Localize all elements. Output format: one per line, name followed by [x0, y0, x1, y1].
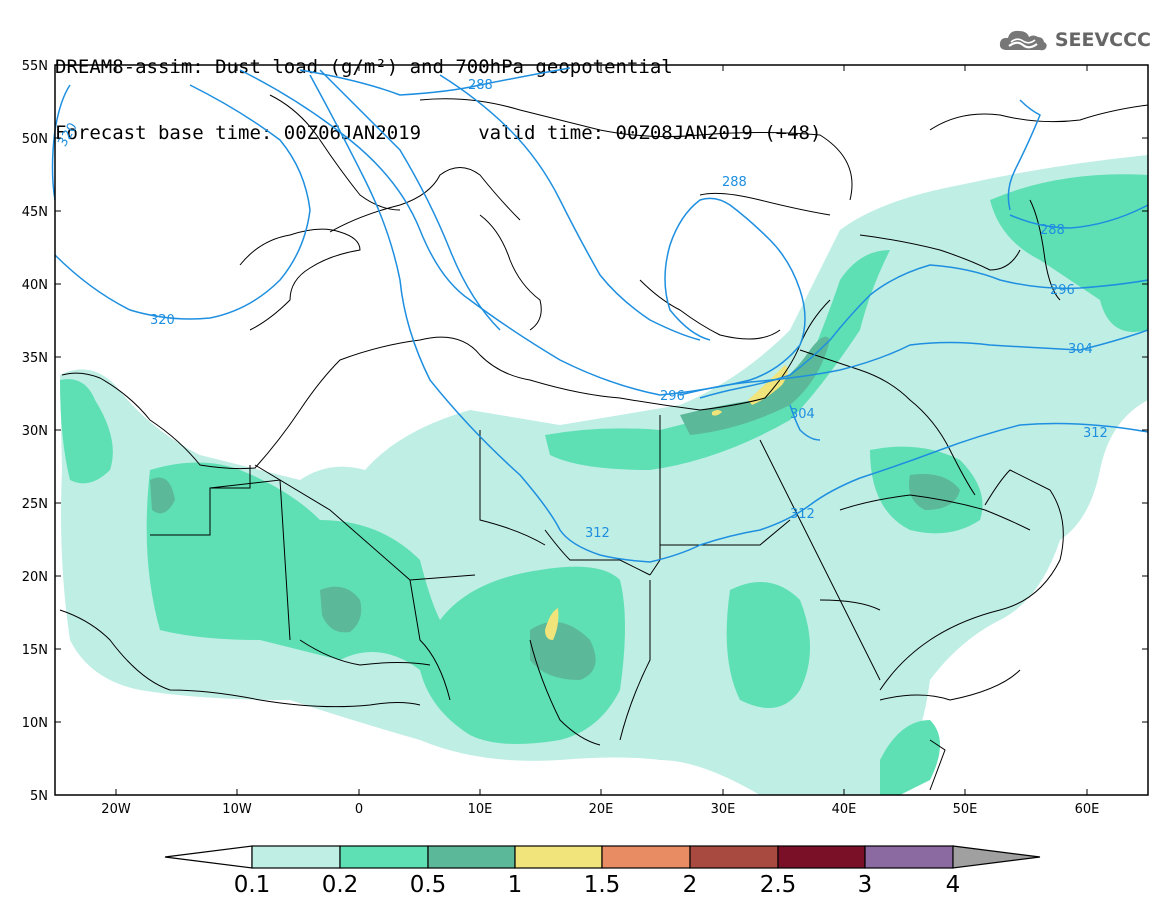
colorbar-label: 0.2: [322, 872, 359, 898]
colorbar-label: 1: [508, 872, 523, 898]
lat-label: 20N: [22, 570, 48, 585]
contour-label-312-sahara: 312: [585, 526, 610, 541]
lon-label: 60E: [1075, 802, 1100, 817]
longitude-labels: 20W 10W 0 10E 20E 30E 40E 50E 60E: [101, 802, 1099, 817]
contour-label-288-black-sea: 288: [722, 175, 747, 190]
lat-label: 15N: [22, 643, 48, 658]
lon-label: 50E: [953, 802, 978, 817]
contour-label-312-east: 312: [1083, 426, 1108, 441]
colorbar: 0.1 0.2 0.5 1 1.5 2 2.5 3 4: [164, 845, 1041, 898]
geopotential-contours: [51, 67, 1149, 563]
lat-label: 5N: [30, 789, 48, 804]
lon-label: 10E: [468, 802, 493, 817]
lon-label: 20W: [101, 802, 131, 817]
colorbar-label: 2.5: [760, 872, 797, 898]
lat-label: 30N: [22, 424, 48, 439]
title-line-2: Forecast base time: 00Z06JAN2019 valid t…: [55, 122, 822, 144]
latitude-labels: 55N 50N 45N 40N 35N 30N 25N 20N 15N 10N …: [22, 59, 48, 804]
colorbar-swatch: [864, 845, 954, 869]
contour-label-320-west: 320: [150, 313, 175, 328]
colorbar-label: 0.5: [410, 872, 447, 898]
colorbar-swatch: [339, 845, 429, 869]
colorbar-label: 1.5: [584, 872, 621, 898]
colorbar-swatch: [427, 845, 516, 869]
lon-label: 0: [355, 802, 363, 817]
lon-label: 20E: [589, 802, 614, 817]
colorbar-label: 2: [683, 872, 698, 898]
logo-text: SEEVCCC: [1054, 29, 1151, 51]
contour-label-320-edge: 320: [55, 120, 80, 149]
lon-label: 30E: [711, 802, 736, 817]
dust-fill-1-1.5: [545, 365, 788, 640]
lat-label: 55N: [22, 59, 48, 74]
colorbar-swatch: [689, 845, 779, 869]
contour-label-304-east: 304: [1068, 342, 1093, 357]
lon-label: 40E: [832, 802, 857, 817]
lat-label: 10N: [22, 716, 48, 731]
lat-label: 40N: [22, 278, 48, 293]
colorbar-low-arrow: [164, 845, 253, 869]
colorbar-label: 0.1: [234, 872, 271, 898]
contour-label-288-caspian: 288: [1040, 223, 1065, 238]
cloud-icon: [999, 30, 1047, 51]
colorbar-label: 4: [946, 872, 961, 898]
longitude-axis: [115, 65, 1088, 795]
contour-label-304-levant: 304: [790, 407, 815, 422]
colorbar-swatch: [601, 845, 691, 869]
lat-label: 35N: [22, 351, 48, 366]
lat-label: 25N: [22, 497, 48, 512]
title-line-1: DREAM8-assim: Dust load (g/m²) and 700hP…: [55, 56, 673, 78]
coastlines-and-borders: [59, 94, 1149, 791]
colorbar-swatch: [251, 845, 341, 869]
lon-label: 10W: [222, 802, 252, 817]
contour-label-296-east: 296: [1050, 283, 1075, 298]
colorbar-label: 3: [858, 872, 873, 898]
colorbar-swatch: [777, 845, 866, 869]
lat-label: 50N: [22, 132, 48, 147]
contour-label-296-egypt: 296: [660, 389, 685, 404]
latitude-axis: [55, 64, 1148, 723]
seevccc-logo: SEEVCCC: [997, 26, 1151, 54]
contour-label-312-arabia: 312: [790, 507, 815, 522]
colorbar-high-arrow: [952, 845, 1041, 869]
lat-label: 45N: [22, 205, 48, 220]
contour-label-288-north: 288: [468, 78, 493, 93]
map-title: DREAM8-assim: Dust load (g/m²) and 700hP…: [55, 12, 821, 166]
colorbar-swatch: [514, 845, 603, 869]
